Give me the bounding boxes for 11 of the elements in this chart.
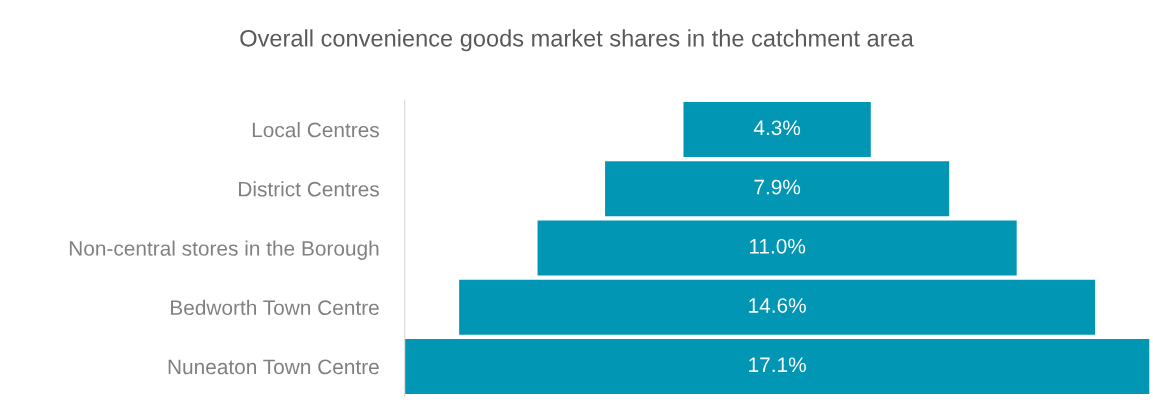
- data-label: 7.9%: [754, 179, 801, 195]
- category-label: Non-central stores in the Borough: [69, 240, 379, 260]
- data-label: 14.6%: [749, 298, 806, 313]
- data-label: 17.1%: [749, 357, 806, 373]
- category-label: Nuneaton Town Centre: [168, 359, 379, 375]
- text: Overall convenience goods market shares in the catchment area: [240, 29, 914, 52]
- data-label: 4.3%: [753, 120, 801, 136]
- category-label: Local Centres: [252, 122, 379, 138]
- data-label: 11.0%: [749, 238, 806, 254]
- category-label: Bedworth Town Centre: [171, 299, 379, 316]
- category-label: District Centres: [239, 181, 379, 197]
